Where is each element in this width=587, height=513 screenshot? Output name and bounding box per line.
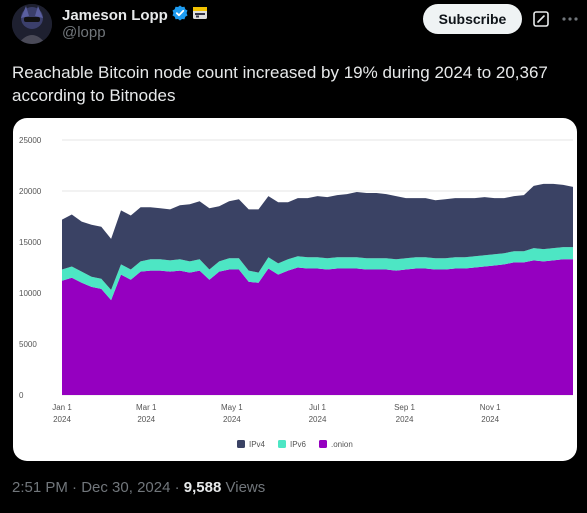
area-onion (62, 259, 573, 395)
y-tick-label: 20000 (19, 187, 42, 196)
x-tick-year: 2024 (137, 415, 155, 424)
verified-badge-icon (172, 5, 188, 25)
grok-icon[interactable] (533, 11, 549, 27)
x-tick-label: Mar 1 (136, 403, 157, 412)
avatar[interactable] (12, 4, 52, 44)
area-ipv6 (62, 247, 573, 301)
avatar-image (12, 4, 52, 44)
tweet-text: Reachable Bitcoin node count increased b… (12, 63, 548, 105)
legend-swatch-ipv6 (278, 440, 286, 448)
author-name[interactable]: Jameson Lopp (62, 6, 168, 24)
affiliate-badge-icon (192, 5, 208, 25)
y-tick-label: 15000 (19, 238, 42, 247)
y-tick-label: 5000 (19, 340, 37, 349)
chart-image[interactable]: 0 5000 10000 15000 20000 25000 Jan 1 2024 Mar 1 2… (13, 118, 577, 461)
views-label: Views (225, 479, 266, 496)
x-tick-label: Jul 1 (309, 403, 326, 412)
legend-label-ipv6: IPv6 (290, 440, 307, 449)
views-count: 9,588 (183, 479, 222, 496)
more-options-icon[interactable] (561, 11, 579, 27)
meta-separator-2: · (170, 479, 184, 496)
y-tick-label: 0 (19, 391, 24, 400)
legend-label-onion: .onion (331, 440, 353, 449)
x-tick-label: May 1 (221, 403, 243, 412)
meta-separator: · (67, 479, 82, 496)
area-ipv4 (62, 183, 573, 290)
x-tick-year: 2024 (396, 415, 414, 424)
x-tick-year: 2024 (53, 415, 71, 424)
tweet-date[interactable]: Dec 30, 2024 (81, 479, 171, 496)
author-handle[interactable]: @lopp (62, 24, 106, 41)
x-tick-label: Nov 1 (480, 403, 501, 412)
legend-label-ipv4: IPv4 (249, 440, 266, 449)
tweet-metadata: 2:51 PM · Dec 30, 2024 · 9,588 Views (12, 479, 265, 496)
x-tick-label: Sep 1 (394, 403, 415, 412)
subscribe-button[interactable]: Subscribe (423, 4, 522, 34)
node-count-chart: 0 5000 10000 15000 20000 25000 Jan 1 2024 Mar 1 2… (19, 136, 573, 449)
x-tick-year: 2024 (309, 415, 327, 424)
x-tick-year: 2024 (481, 415, 499, 424)
x-tick-label: Jan 1 (52, 403, 72, 412)
tweet-time[interactable]: 2:51 PM (12, 479, 68, 496)
author-name-row: Jameson Lopp (62, 5, 208, 25)
legend-swatch-onion (319, 440, 327, 448)
legend-swatch-ipv4 (237, 440, 245, 448)
y-tick-label: 10000 (19, 289, 42, 298)
x-tick-year: 2024 (223, 415, 241, 424)
y-tick-label: 25000 (19, 136, 42, 145)
